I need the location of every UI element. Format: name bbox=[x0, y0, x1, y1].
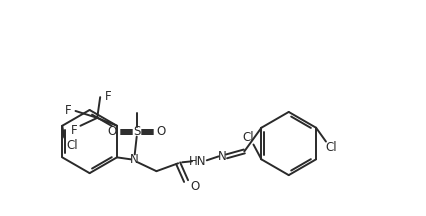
Text: F: F bbox=[105, 90, 112, 103]
Text: Cl: Cl bbox=[325, 141, 337, 154]
Text: HN: HN bbox=[189, 155, 207, 168]
Text: O: O bbox=[157, 125, 166, 138]
Text: Cl: Cl bbox=[66, 139, 78, 152]
Text: N: N bbox=[218, 150, 227, 163]
Text: O: O bbox=[107, 125, 117, 138]
Text: F: F bbox=[71, 124, 78, 137]
Text: O: O bbox=[190, 181, 199, 194]
Text: F: F bbox=[65, 105, 72, 118]
Text: N: N bbox=[130, 153, 139, 166]
Text: Cl: Cl bbox=[243, 131, 254, 144]
Text: S: S bbox=[133, 125, 141, 138]
